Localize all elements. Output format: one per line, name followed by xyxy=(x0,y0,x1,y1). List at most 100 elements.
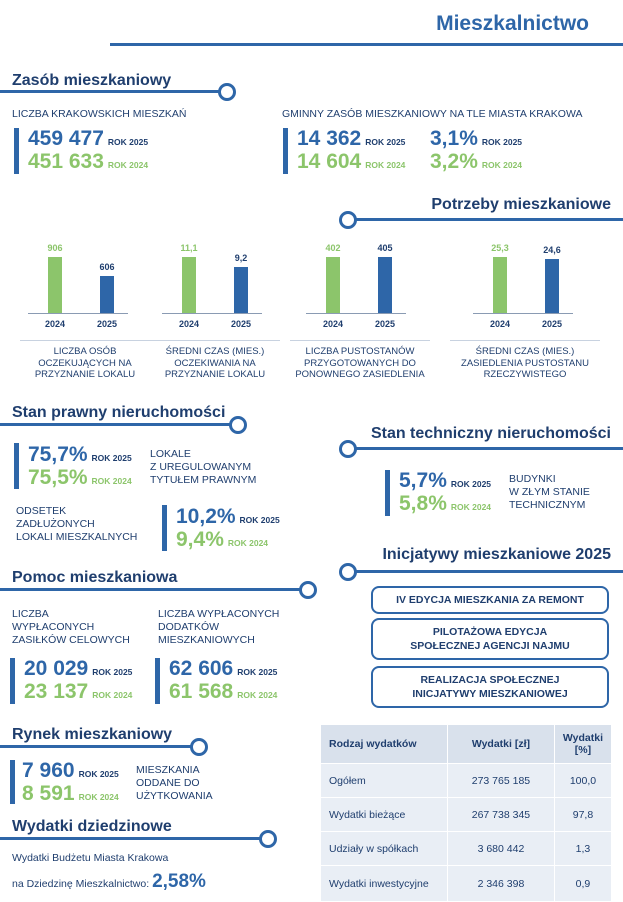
bar-category-2024: 2024 xyxy=(489,319,511,329)
table-cell: Udziały w spółkach xyxy=(320,831,448,866)
pomoc-left-2025-value: 20 029 xyxy=(24,657,89,680)
techniczny-2025-value: 5,7% xyxy=(399,469,447,492)
pomoc-right-label: LICZBA WYPŁACONYCH DODATKÓW MIESZKANIOWY… xyxy=(158,608,279,647)
wydatki-line-circle xyxy=(259,830,277,848)
chart-axis xyxy=(306,313,406,314)
prawny-b-2024-value: 9,4% xyxy=(176,528,224,551)
chart-label-divider xyxy=(150,340,280,341)
pomoc-heading: Pomoc mieszkaniowa xyxy=(12,569,178,586)
inicjatywy-heading: Inicjatywy mieszkaniowe 2025 xyxy=(382,546,611,563)
label-line: LICZBA xyxy=(12,608,49,620)
label-line: ZADŁUŻONYCH xyxy=(16,518,95,530)
year-label: ROK 2024 xyxy=(481,160,523,170)
zasob-line xyxy=(0,90,222,93)
pomoc-left-2025: 20 029 ROK 2025 xyxy=(24,657,132,684)
zasob-left-label: LICZBA KRAKOWSKICH MIESZKAŃ xyxy=(12,108,187,120)
pomoc-line-circle xyxy=(299,581,317,599)
inicjatywa-2: PILOTAŻOWA EDYCJA SPOŁECZNEJ AGENCJI NAJ… xyxy=(371,618,609,660)
table-cell: 273 765 185 xyxy=(446,763,555,798)
bar-value-2024: 11,1 xyxy=(180,243,198,253)
year-label: ROK 2024 xyxy=(107,160,149,170)
table-cell: 2 346 398 xyxy=(446,865,555,902)
chart-axis xyxy=(28,313,128,314)
label-line: MIESZKANIOWYCH xyxy=(158,634,255,646)
label-line: BUDYNKI xyxy=(509,473,556,485)
potrzeby-heading: Potrzeby mieszkaniowe xyxy=(431,196,611,213)
bar-value-2025: 405 xyxy=(377,243,393,253)
year-label: ROK 2025 xyxy=(481,137,523,147)
prawny-b-bar xyxy=(162,505,167,551)
zasob-pct-2025: 3,1% ROK 2025 xyxy=(430,127,522,154)
pomoc-right-2025: 62 606 ROK 2025 xyxy=(169,657,277,684)
prawny-b-2024: 9,4% ROK 2024 xyxy=(176,528,268,555)
bar-category-2024: 2024 xyxy=(44,319,66,329)
chart-label-divider xyxy=(290,340,430,341)
label-line: LOKALE xyxy=(150,448,191,460)
prawny-heading: Stan prawny nieruchomości xyxy=(12,404,226,421)
zasob-left-2024: 451 633 ROK 2024 xyxy=(28,150,148,177)
inicjatywa-text: PILOTAŻOWA EDYCJA xyxy=(432,626,548,638)
pomoc-left-label: LICZBA WYPŁACONYCH ZASIŁKÓW CELOWYCH xyxy=(12,608,130,647)
rynek-line-circle xyxy=(190,738,208,756)
chart-axis xyxy=(162,313,262,314)
bar-2024 xyxy=(182,257,196,313)
table-header: Wydatki [zł] xyxy=(446,724,555,764)
rynek-bar xyxy=(10,760,15,804)
bar-2025 xyxy=(100,276,114,313)
year-label: ROK 2025 xyxy=(237,667,278,677)
wydatki-text-1: Wydatki Budżetu Miasta Krakowa xyxy=(12,852,169,864)
page-title: Mieszkalnictwo xyxy=(436,12,589,35)
techniczny-2025: 5,7% ROK 2025 xyxy=(399,469,491,496)
wydatki-heading: Wydatki dziedzinowe xyxy=(12,818,172,835)
label-line: MIESZKANIA xyxy=(136,764,200,776)
prawny-line xyxy=(0,423,232,426)
year-label: ROK 2024 xyxy=(237,690,278,700)
inicjatywa-text: INICJATYWY MIESZKANIOWEJ xyxy=(412,688,568,700)
techniczny-heading: Stan techniczny nieruchomości xyxy=(370,425,611,442)
techniczny-2024-value: 5,8% xyxy=(399,492,447,515)
year-label: ROK 2025 xyxy=(91,453,132,463)
zasob-right-bar xyxy=(283,128,288,174)
pomoc-right-2024-value: 61 568 xyxy=(169,680,234,703)
label-line: ODSETEK xyxy=(16,505,67,517)
bar-value-2025: 24,6 xyxy=(543,245,561,255)
table-row: Wydatki inwestycyjne 2 346 398 0,9 xyxy=(320,865,613,902)
prawny-b-label: ODSETEK ZADŁUŻONYCH LOKALI MIESZKALNYCH xyxy=(16,505,137,544)
chart-label: ŚREDNI CZAS (MIES.) OCZEKIWANIA NA PRZYZ… xyxy=(164,346,266,380)
table-cell: 1,3 xyxy=(553,831,613,866)
year-label: ROK 2025 xyxy=(365,137,406,147)
chart-label: LICZBA OSÓB OCZEKUJĄCYCH NA PRZYZNANIE L… xyxy=(34,346,136,380)
table-header-row: Rodzaj wydatków Wydatki [zł] Wydatki [%] xyxy=(320,724,613,764)
chart-axis xyxy=(473,313,573,314)
year-label: ROK 2024 xyxy=(450,502,492,512)
techniczny-2024: 5,8% ROK 2024 xyxy=(399,492,491,519)
table-header: Rodzaj wydatków xyxy=(320,724,448,764)
bar-value-2025: 606 xyxy=(99,262,115,272)
rynek-2025: 7 960 ROK 2025 xyxy=(22,759,119,786)
chart-label: LICZBA PUSTOSTANÓW PRZYGOTOWANYCH DO PON… xyxy=(295,346,425,380)
zasob-pct-2025-value: 3,1% xyxy=(430,127,478,150)
label-line: TYTUŁEM PRAWNYM xyxy=(150,474,257,486)
bar-2024 xyxy=(48,257,62,313)
pomoc-right-2025-value: 62 606 xyxy=(169,657,234,680)
pomoc-line xyxy=(0,588,302,591)
table-cell: 3 680 442 xyxy=(446,831,555,866)
table-row: Wydatki bieżące 267 738 345 97,8 xyxy=(320,797,613,832)
bar-category-2024: 2024 xyxy=(322,319,344,329)
zasob-right-2024-value: 14 604 xyxy=(297,150,362,173)
year-label: ROK 2025 xyxy=(239,515,280,525)
rynek-heading: Rynek mieszkaniowy xyxy=(12,726,173,743)
chart-label-divider xyxy=(450,340,600,341)
year-label: ROK 2025 xyxy=(92,667,133,677)
bar-2024 xyxy=(326,257,340,313)
table-row: Udziały w spółkach 3 680 442 1,3 xyxy=(320,831,613,866)
label-line: Z UREGULOWANYM xyxy=(150,461,252,473)
year-label: ROK 2024 xyxy=(91,476,132,486)
pomoc-left-bar xyxy=(10,658,15,704)
inicjatywa-text: IV EDYCJA MIESZKANIA ZA REMONT xyxy=(396,594,584,606)
inicjatywa-text: SPOŁECZNEJ AGENCJI NAJMU xyxy=(410,640,570,652)
pomoc-left-2024: 23 137 ROK 2024 xyxy=(24,680,132,707)
bar-category-2024: 2024 xyxy=(178,319,200,329)
bar-2025 xyxy=(378,257,392,313)
label-line: WYPŁACONYCH xyxy=(12,621,95,633)
